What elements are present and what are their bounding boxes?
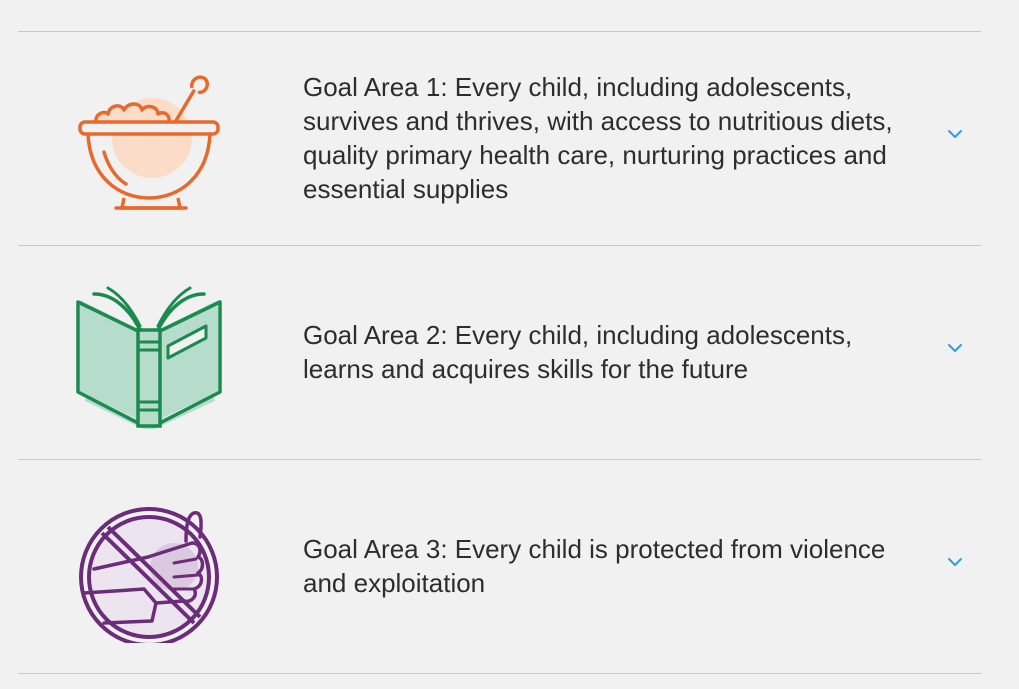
goal-area-2-item[interactable]: Goal Area 2: Every child, including adol… bbox=[18, 246, 981, 460]
goal-area-1-text: Goal Area 1: Every child, including adol… bbox=[303, 70, 903, 206]
goal-area-1-label: Goal Area 1: Every child, including adol… bbox=[303, 72, 893, 204]
no-violence-icon bbox=[74, 493, 224, 643]
goal-area-3-label: Goal Area 3: Every child is protected fr… bbox=[303, 534, 886, 598]
goal-area-2-label: Goal Area 2: Every child, including adol… bbox=[303, 320, 853, 384]
goal-area-3-text: Goal Area 3: Every child is protected fr… bbox=[303, 532, 903, 600]
goal-area-2-text: Goal Area 2: Every child, including adol… bbox=[303, 318, 903, 386]
chevron-down-icon[interactable] bbox=[947, 126, 963, 142]
goal-area-3-item[interactable]: Goal Area 3: Every child is protected fr… bbox=[18, 460, 981, 674]
goal-area-1-item[interactable]: Goal Area 1: Every child, including adol… bbox=[18, 32, 981, 246]
book-icon bbox=[74, 280, 224, 430]
chevron-down-icon[interactable] bbox=[947, 340, 963, 356]
goal-areas-accordion: Goal Area 1: Every child, including adol… bbox=[18, 31, 981, 674]
chevron-down-icon[interactable] bbox=[947, 554, 963, 570]
bowl-icon bbox=[74, 66, 224, 216]
